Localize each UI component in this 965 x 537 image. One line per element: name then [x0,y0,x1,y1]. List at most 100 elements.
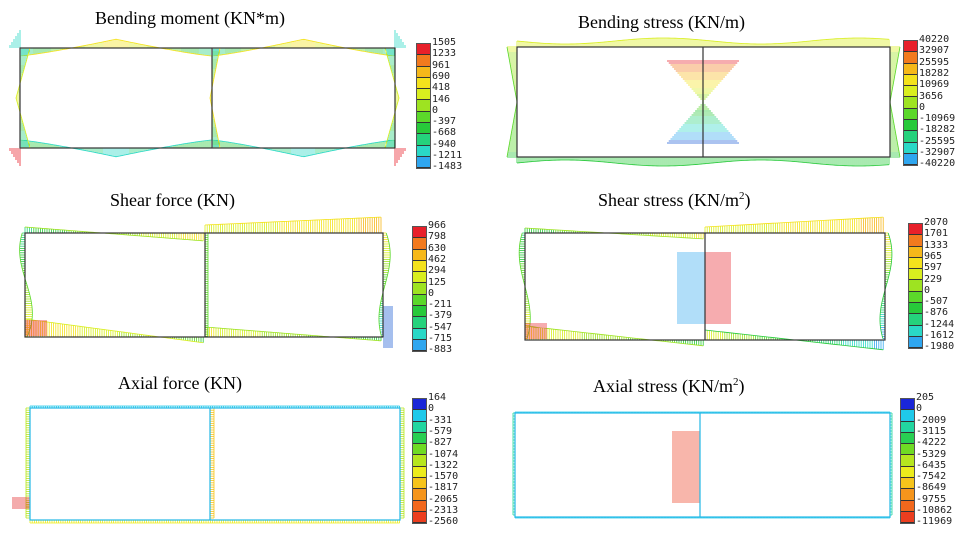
legend-value: 1333 [924,239,949,251]
legend-value: -397 [432,116,457,128]
color-scale-swatch [904,63,917,75]
legend-value: -579 [428,425,453,437]
color-scale-bar [908,223,923,350]
legend-value: -940 [432,138,457,150]
legend-value: -876 [924,307,949,319]
legend-value: 798 [428,231,447,243]
legend-value: -827 [428,437,453,449]
color-scale-swatch [901,410,914,422]
axial-stress-diagram [512,411,893,519]
color-scale-swatch [413,306,426,318]
color-scale-swatch [909,325,922,337]
color-scale-bar [412,226,427,353]
color-scale-swatch [417,89,430,101]
color-scale-swatch [413,500,426,512]
legend-value: -547 [428,321,453,333]
color-scale-swatch [901,511,914,524]
axial-force-title: Axial force (KN) [118,373,242,393]
legend-value: -1483 [432,161,463,173]
legend-value: -211 [428,299,453,311]
color-scale-swatch [901,432,914,445]
color-scale-swatch [413,399,426,411]
legend-value: 1701 [924,228,949,240]
color-scale-swatch [417,66,430,78]
color-scale-swatch [417,77,430,90]
legend-value: 597 [924,262,943,274]
color-scale-swatch [901,444,914,456]
color-scale-swatch [413,283,426,295]
color-scale-swatch [901,466,914,479]
legend-value: 164 [428,392,447,403]
color-scale-swatch [413,249,426,261]
legend-value: 25595 [919,56,950,68]
color-scale-swatch [904,131,917,143]
legend-value: 690 [432,70,451,82]
color-scale-swatch [901,421,914,433]
legend-value: 205 [916,392,935,403]
color-scale-swatch [904,120,917,132]
legend-value: 294 [428,265,447,277]
legend-value: -2560 [428,516,459,528]
color-scale-swatch [413,238,426,250]
legend-value: 0 [432,104,439,116]
legend-value: -40220 [919,158,956,170]
legend-value: -715 [428,333,453,344]
color-scale-swatch [417,44,430,56]
color-scale-swatch [413,478,426,490]
color-scale-swatch [909,303,922,315]
legend-value: 0 [924,284,931,296]
legend-value: -1612 [924,330,955,341]
legend-value: 32907 [919,45,950,57]
color-scale-bar [416,43,431,170]
legend-value: -9755 [916,493,947,505]
legend-value: 0 [916,403,923,415]
color-scale-swatch [413,227,426,239]
color-scale-bar [900,398,915,525]
legend-value: 18282 [919,67,950,79]
color-scale-swatch [909,291,922,304]
legend-value: -331 [428,414,453,426]
legend-value: -1980 [924,341,955,353]
legend-value: 0 [428,287,435,299]
legend-value: -25595 [919,135,956,147]
legend-value: -1322 [428,459,459,471]
legend-value: -379 [428,310,453,322]
color-scale-swatch [413,466,426,479]
legend-value: -883 [428,344,453,356]
legend-value: -32907 [919,147,956,158]
color-scale-swatch [901,478,914,490]
legend-value: 0 [919,101,926,113]
color-scale-swatch [413,444,426,456]
legend-value: -1211 [432,150,463,161]
color-scale-swatch [417,100,430,112]
color-scale-swatch [909,314,922,326]
color-scale-swatch [909,235,922,247]
legend-value: -1244 [924,318,955,330]
legend-value: -18282 [919,124,956,136]
shear-stress-diagram [518,216,893,351]
legend-value: 1505 [432,37,457,48]
color-scale-swatch [417,134,430,146]
legend-value: -1074 [428,448,459,460]
color-scale-swatch [417,111,430,124]
axial-force-diagram [12,405,405,524]
color-scale-swatch [417,55,430,67]
legend-value: -4222 [916,437,947,449]
color-scale-swatch [901,455,914,467]
color-scale-swatch [909,269,922,281]
color-scale-swatch [413,339,426,352]
color-scale-swatch [413,432,426,445]
legend-value: 1233 [432,48,457,60]
color-scale-swatch [413,272,426,284]
legend-value: 125 [428,276,447,288]
legend-value: -2009 [916,414,947,426]
color-scale-swatch [904,74,917,87]
legend-value: 2070 [924,217,949,228]
legend-value: -10969 [919,113,956,125]
legend-value: -507 [924,296,949,308]
color-scale-swatch [413,328,426,340]
shear-stress-title: Shear stress (KN/m2) [598,190,751,210]
color-scale-swatch [909,246,922,258]
legend-value: -6435 [916,459,947,471]
color-scale-swatch [901,500,914,512]
